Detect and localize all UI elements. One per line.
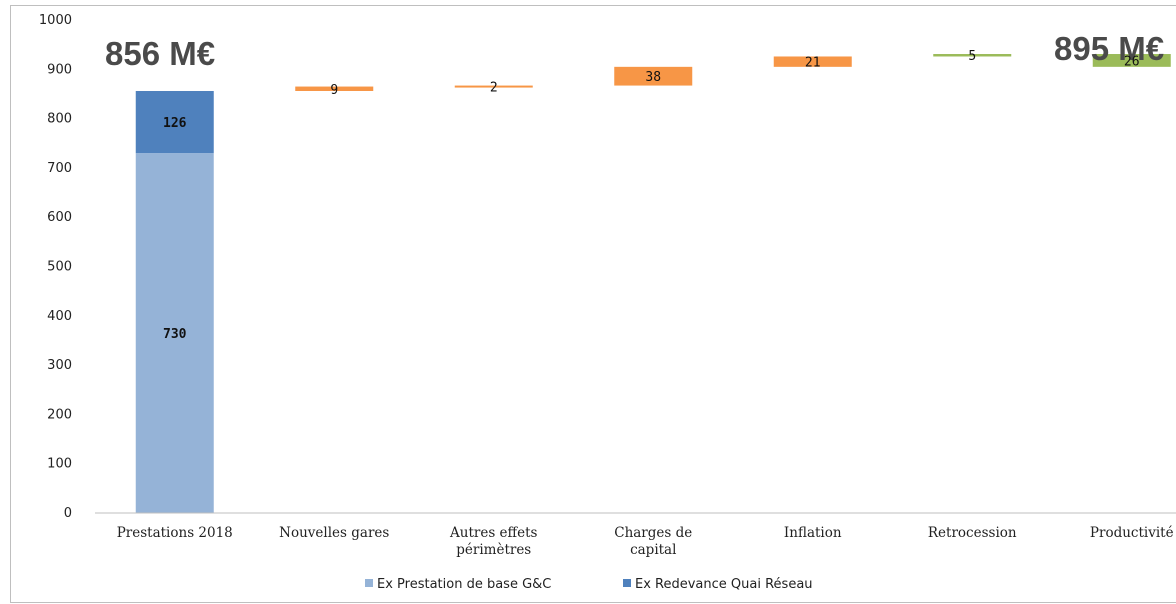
y-tick-label: 500	[47, 260, 72, 275]
bar-step	[295, 86, 374, 91]
y-tick-label: 100	[47, 457, 72, 472]
y-tick-label: 400	[47, 309, 72, 324]
legend-label: Ex Prestation de base G&C	[377, 577, 551, 592]
x-tick-label: Charges de capital	[614, 525, 692, 558]
data-label-base: 730	[163, 327, 187, 342]
x-tick-label: Inflation	[784, 525, 842, 541]
data-label-step: 21	[805, 56, 821, 71]
data-label-step: 38	[645, 70, 661, 85]
data-label-step: 5	[968, 49, 976, 64]
total-label-end: 895 M€	[1054, 30, 1164, 67]
legend: Ex Prestation de base G&C Ex Redevance Qu…	[365, 577, 813, 592]
x-axis: Prestations 2018 Nouvelles gares Autres ef…	[95, 512, 1176, 558]
y-tick-label: 900	[47, 62, 72, 77]
y-tick-label: 1000	[39, 13, 72, 28]
bar-step	[1092, 54, 1171, 67]
data-label-step: 2	[490, 81, 498, 96]
x-tick-label: Prestations 2018	[117, 525, 233, 541]
total-label-start: 856 M€	[105, 35, 215, 72]
legend-swatch	[365, 579, 373, 587]
bar-step	[773, 56, 852, 67]
x-tick-label: Nouvelles gares	[279, 525, 389, 541]
x-tick-label: Productivité	[1090, 525, 1174, 541]
bar-step	[614, 66, 693, 86]
y-tick-label: 600	[47, 210, 72, 225]
bar-base	[135, 153, 214, 514]
data-label-step: 9	[330, 83, 338, 98]
x-tick-label: Retrocession	[928, 525, 1017, 541]
y-tick-label: 300	[47, 358, 72, 373]
bar-quai	[135, 90, 214, 154]
y-tick-label: 200	[47, 407, 72, 422]
data-label-step: 26	[1124, 54, 1140, 69]
bar-step	[933, 54, 1012, 57]
y-axis: 0 100 200 300 400 500 600 700 800 900 1000	[39, 13, 72, 521]
chart-frame	[10, 5, 1176, 603]
data-label-quai: 126	[163, 116, 187, 131]
y-tick-label: 700	[47, 161, 72, 176]
legend-swatch	[623, 579, 631, 587]
y-tick-label: 800	[47, 112, 72, 127]
y-tick-label: 0	[64, 506, 72, 521]
legend-label: Ex Redevance Quai Réseau	[635, 577, 813, 592]
bars	[135, 54, 1171, 514]
bar-step	[454, 85, 533, 88]
x-tick-label: Autres effets périmètres	[449, 525, 538, 558]
